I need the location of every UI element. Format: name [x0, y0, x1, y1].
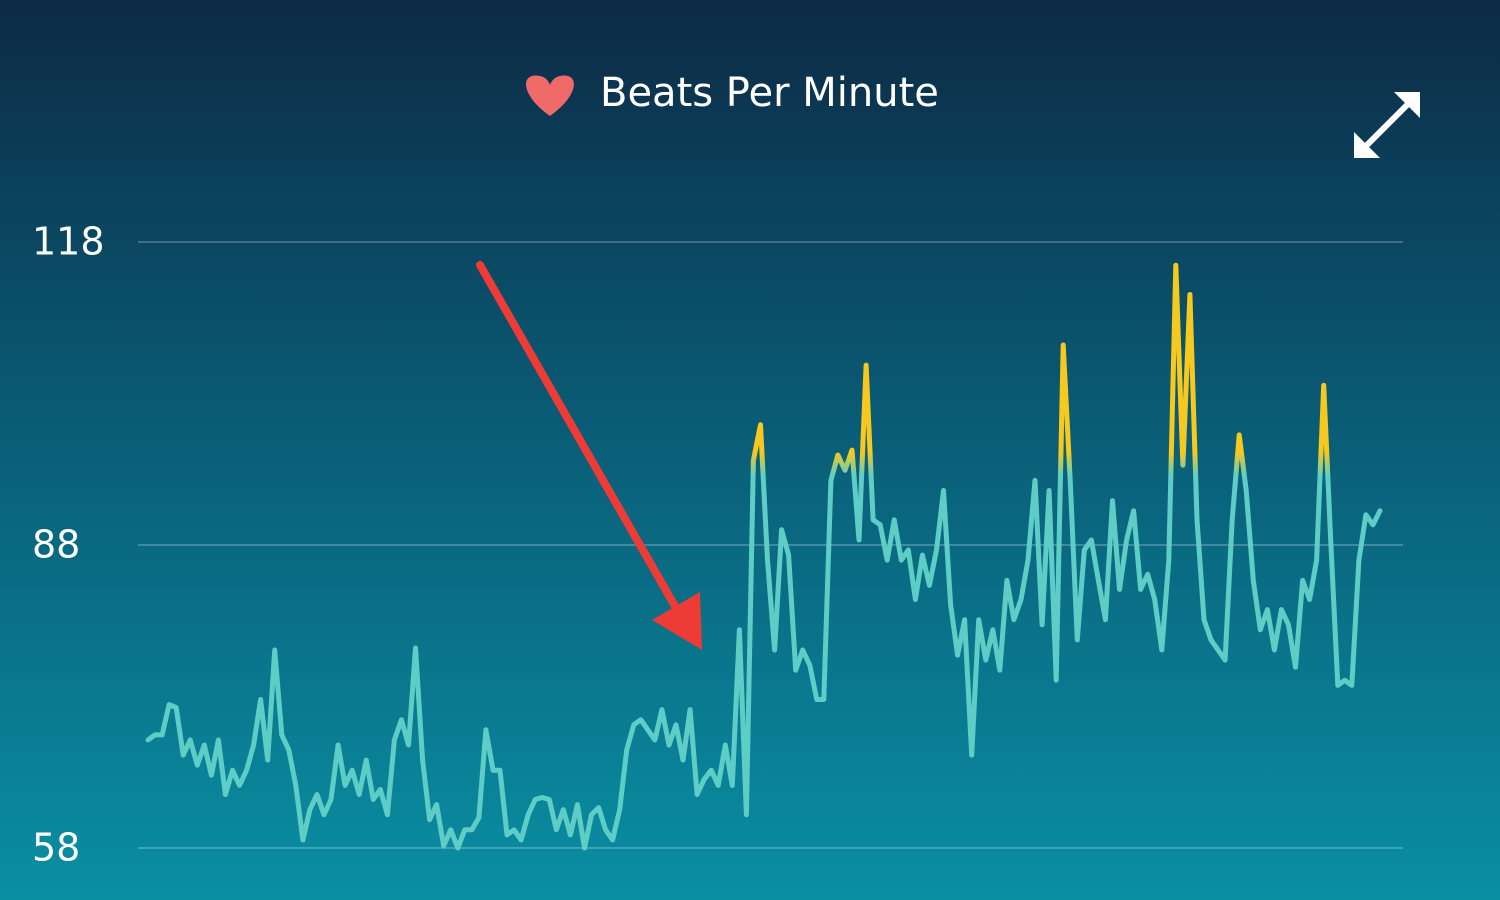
chart-title: Beats Per Minute — [600, 70, 939, 116]
annotation-arrow — [476, 261, 702, 650]
y-tick-label: 88 — [32, 523, 80, 567]
heart-rate-line — [145, 262, 1383, 851]
expand-icon[interactable] — [1354, 92, 1420, 158]
heart-icon — [526, 75, 574, 116]
y-tick-label: 118 — [32, 220, 105, 264]
y-tick-label: 58 — [32, 826, 80, 870]
plot-area: 58 88 118 — [32, 220, 1403, 870]
